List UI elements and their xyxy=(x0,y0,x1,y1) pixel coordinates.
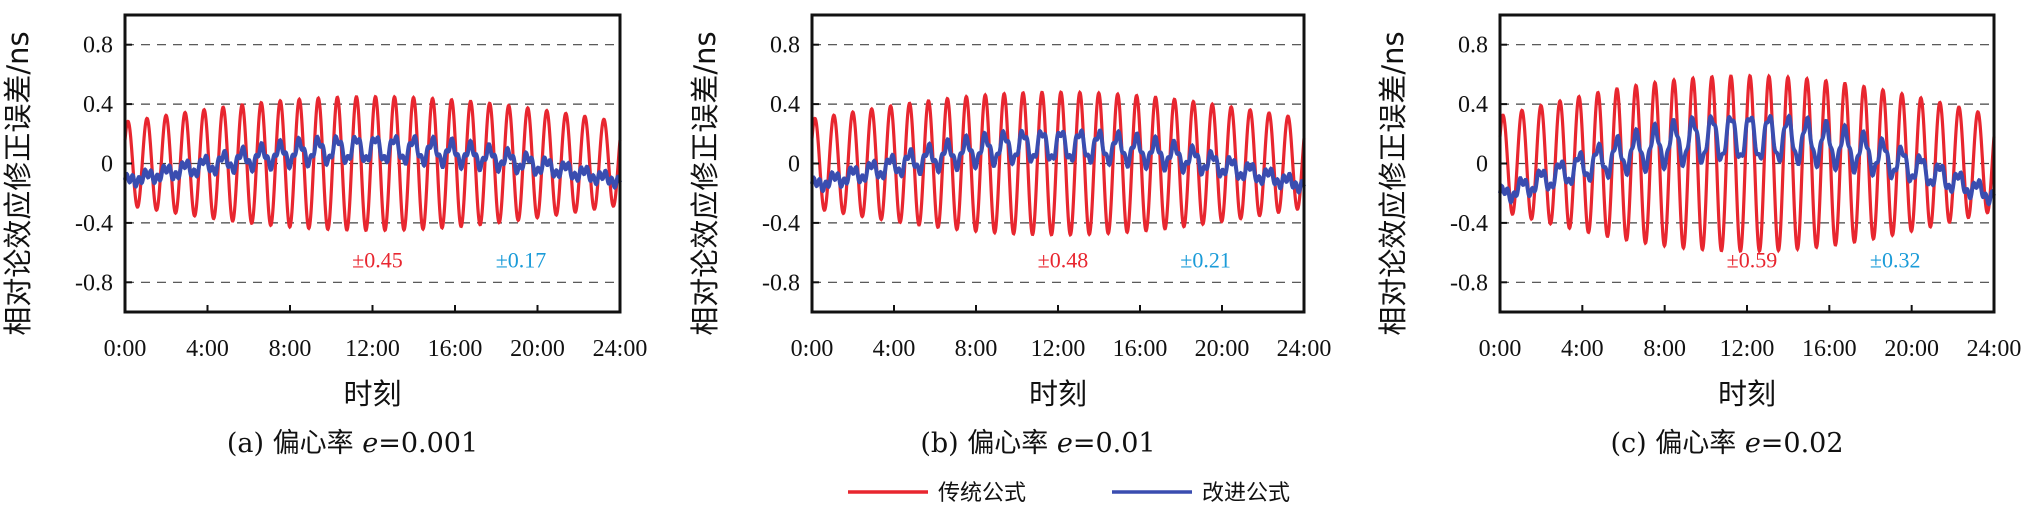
series-improved xyxy=(123,133,622,191)
y-tick-label: 0.8 xyxy=(1458,33,1488,59)
caption-prefix: (c) 偏心率 xyxy=(1610,428,1744,459)
caption-prefix: (b) 偏心率 xyxy=(920,428,1057,459)
x-tick-label: 8:00 xyxy=(1643,336,1686,362)
x-tick-label: 4:00 xyxy=(186,336,229,362)
x-tick-label: 12:00 xyxy=(345,336,400,362)
legend-label-traditional: 传统公式 xyxy=(938,481,1026,506)
x-tick-label: 24:00 xyxy=(1277,336,1332,362)
annotation-improved: ±0.32 xyxy=(1870,247,1921,272)
annotation-traditional: ±0.45 xyxy=(352,247,403,272)
legend: 传统公式 改进公式 xyxy=(848,481,1290,506)
series-improved xyxy=(1498,113,1996,207)
series-traditional xyxy=(810,89,1306,238)
annotation-improved: ±0.17 xyxy=(496,247,547,272)
x-tick-label: 12:00 xyxy=(1031,336,1086,362)
legend-label-improved: 改进公式 xyxy=(1202,481,1290,506)
x-tick-label: 4:00 xyxy=(1561,336,1604,362)
x-tick-label: 4:00 xyxy=(873,336,916,362)
caption-value: =0.01 xyxy=(1073,428,1156,459)
y-tick-label: -0.8 xyxy=(75,270,113,296)
x-tick-label: 20:00 xyxy=(510,336,565,362)
y-axis-label: 相对论效应修正误差/ns xyxy=(1,31,35,335)
x-tick-label: 8:00 xyxy=(269,336,312,362)
caption-variable: e xyxy=(1057,428,1073,459)
x-tick-label: 8:00 xyxy=(955,336,998,362)
y-tick-label: -0.8 xyxy=(1450,270,1488,296)
series-improved xyxy=(810,127,1306,195)
y-tick-label: 0.4 xyxy=(83,92,113,118)
y-tick-label: 0 xyxy=(1476,152,1488,178)
x-tick-label: 20:00 xyxy=(1195,336,1250,362)
chart-panel-1: 0.8 0.4 0 -0.4 -0.8 0:00 4:00 8:00 12:00 16:00 20:… xyxy=(1,13,648,459)
x-tick-label: 16:00 xyxy=(428,336,483,362)
y-tick-label: 0.8 xyxy=(83,33,113,59)
y-axis-label: 相对论效应修正误差/ns xyxy=(1376,31,1410,335)
annotation-traditional: ±0.59 xyxy=(1727,247,1778,272)
caption-variable: e xyxy=(1745,428,1761,459)
x-tick-label: 12:00 xyxy=(1720,336,1775,362)
x-tick-label: 24:00 xyxy=(1967,336,2022,362)
x-tick-label: 16:00 xyxy=(1113,336,1168,362)
y-tick-label: 0 xyxy=(788,152,800,178)
y-tick-label: 0.4 xyxy=(1458,92,1488,118)
x-axis-label: 时刻 xyxy=(343,377,401,411)
x-tick-label: 16:00 xyxy=(1802,336,1857,362)
chart-panel-3: 0.8 0.4 0 -0.4 -0.8 0:00 4:00 8:00 12:00 16:00 20:… xyxy=(1376,13,2022,459)
caption-variable: e xyxy=(362,428,378,459)
chart-panel-2: 0.8 0.4 0 -0.4 -0.8 0:00 4:00 8:00 12:00 16:00 20:… xyxy=(688,13,1332,459)
caption-prefix: (a) 偏心率 xyxy=(227,428,362,459)
series-traditional xyxy=(123,94,622,233)
x-axis-label: 时刻 xyxy=(1029,377,1087,411)
panel-caption: (c) 偏心率 e=0.02 xyxy=(1610,428,1843,459)
panel-caption: (a) 偏心率 e=0.001 xyxy=(227,428,478,459)
x-axis-label: 时刻 xyxy=(1718,377,1776,411)
series-traditional xyxy=(1498,73,1996,254)
y-axis-label: 相对论效应修正误差/ns xyxy=(688,31,722,335)
x-tick-label: 24:00 xyxy=(593,336,648,362)
panel-caption: (b) 偏心率 e=0.01 xyxy=(920,428,1155,459)
y-tick-label: -0.4 xyxy=(762,211,800,237)
x-tick-label: 20:00 xyxy=(1884,336,1939,362)
y-tick-label: 0 xyxy=(101,152,113,178)
x-tick-label: 0:00 xyxy=(791,336,834,362)
annotation-traditional: ±0.48 xyxy=(1038,247,1089,272)
caption-value: =0.001 xyxy=(378,428,478,459)
y-tick-label: -0.4 xyxy=(75,211,113,237)
x-tick-label: 0:00 xyxy=(1479,336,1522,362)
y-tick-label: -0.4 xyxy=(1450,211,1488,237)
y-tick-label: -0.8 xyxy=(762,270,800,296)
y-tick-label: 0.8 xyxy=(770,33,800,59)
annotation-improved: ±0.21 xyxy=(1180,247,1231,272)
x-tick-label: 0:00 xyxy=(104,336,147,362)
y-tick-label: 0.4 xyxy=(770,92,800,118)
caption-value: =0.02 xyxy=(1761,428,1844,459)
